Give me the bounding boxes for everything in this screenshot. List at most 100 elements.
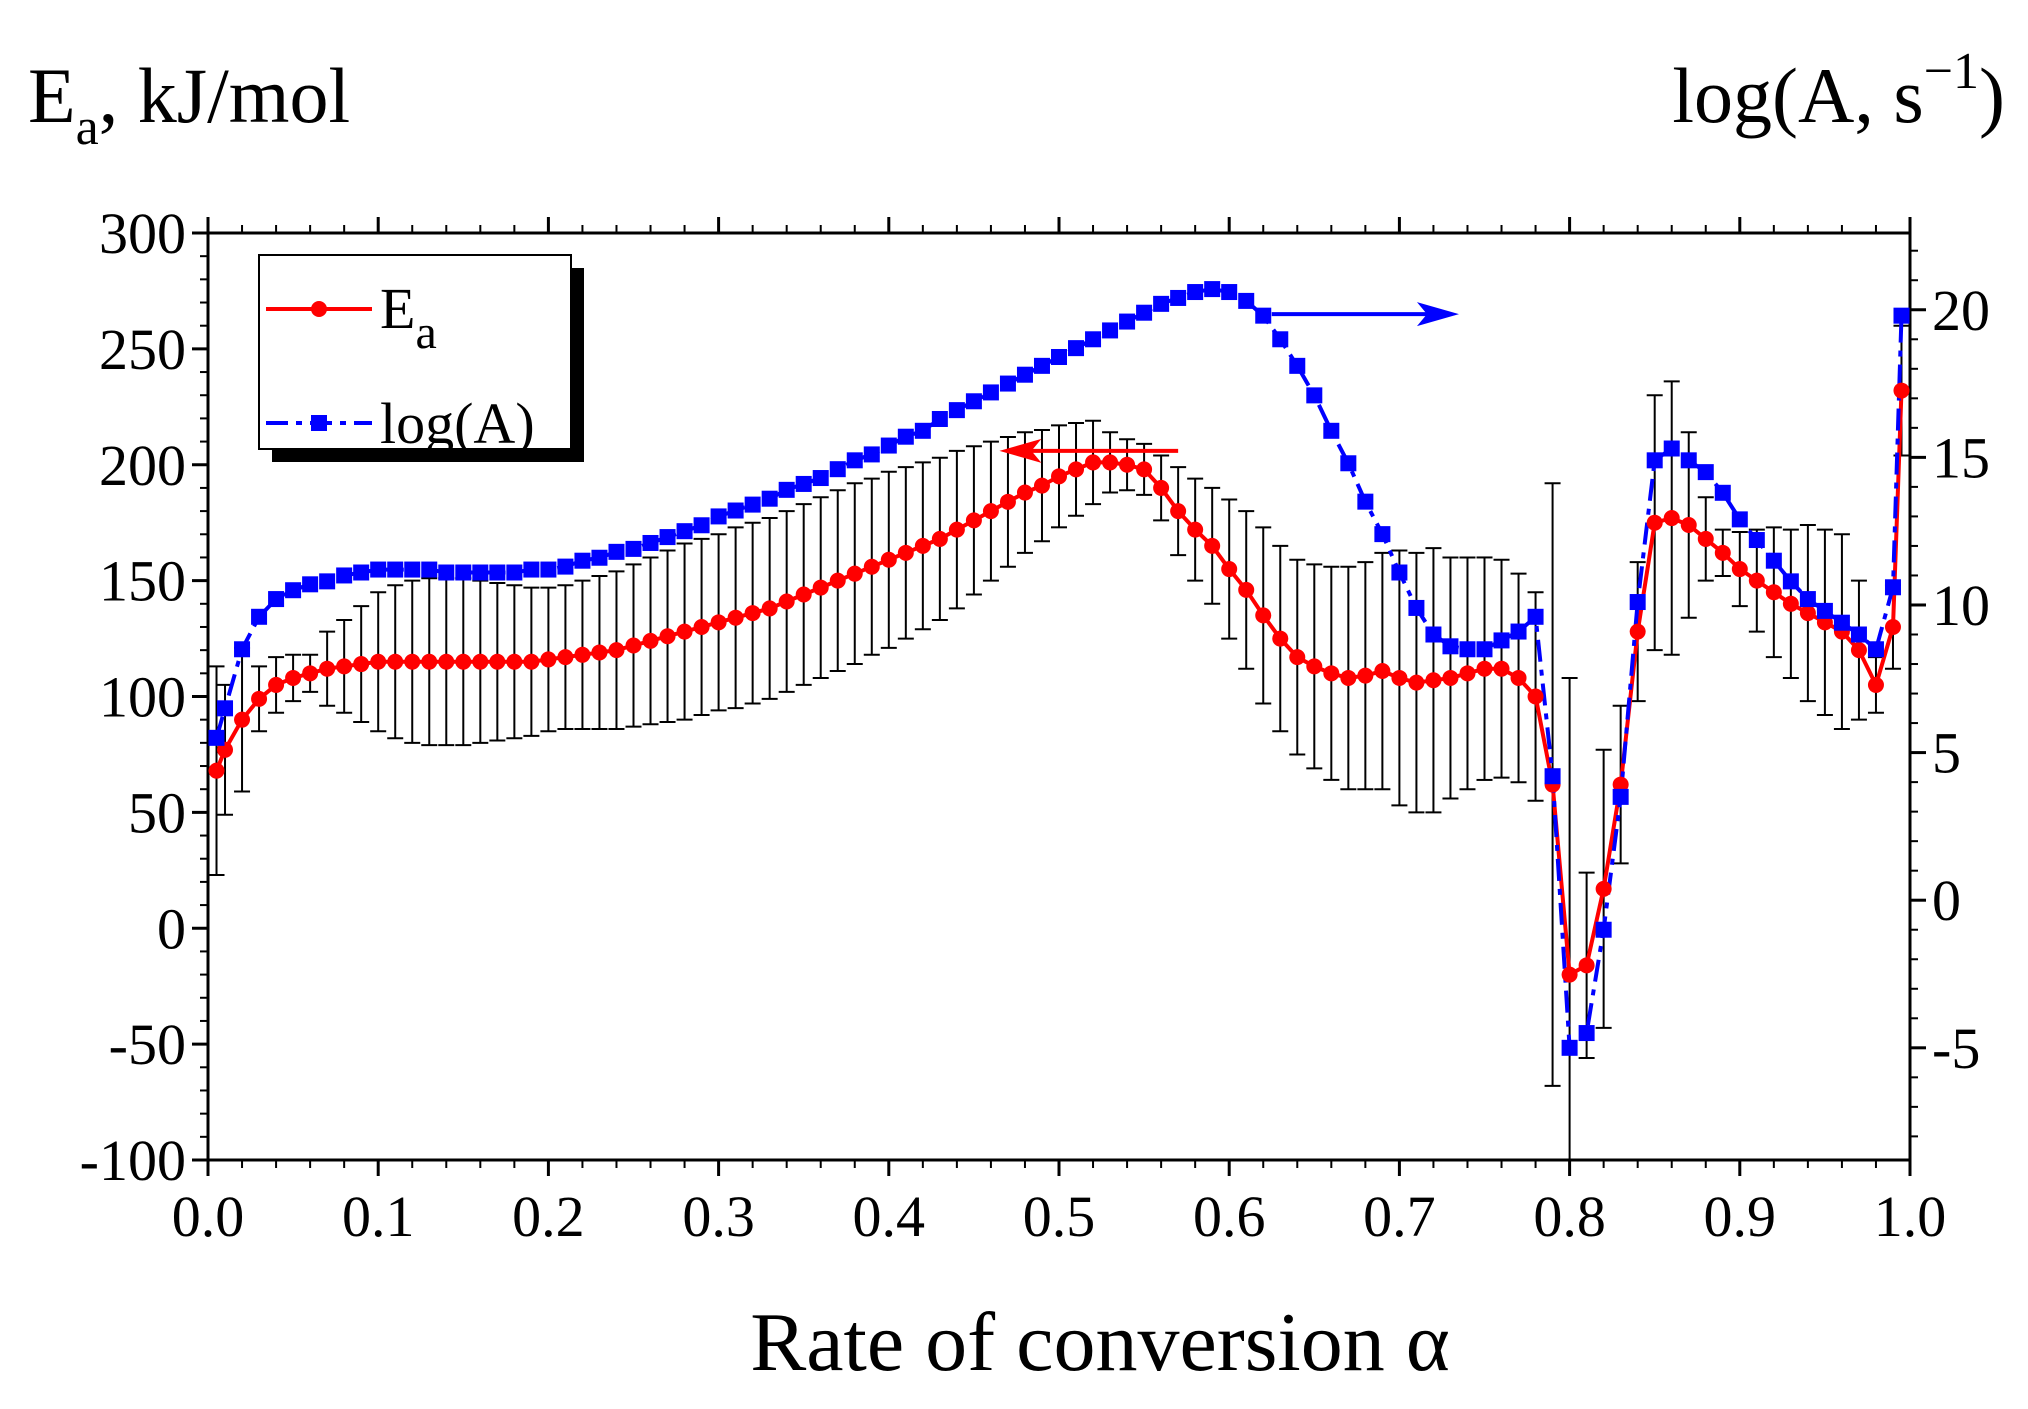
loga-point [1893, 307, 1910, 324]
ea-point [914, 537, 931, 554]
loga-point [982, 384, 999, 401]
ea-point [1850, 642, 1867, 659]
legend-marker-loga [311, 415, 327, 431]
y-left-tick-label: 200 [99, 433, 186, 498]
ea-point [1459, 665, 1476, 682]
loga-point [268, 591, 285, 608]
ea-point [1612, 776, 1629, 793]
ea-point [1119, 456, 1136, 473]
y-left-tick-label: 100 [99, 665, 186, 730]
x-tick-label: 0.5 [1023, 1184, 1096, 1249]
loga-point [1425, 626, 1442, 643]
ea-point [795, 586, 812, 603]
ea-point [370, 653, 387, 670]
ea-point [1323, 665, 1340, 682]
arrows-layer [999, 302, 1459, 463]
ea-point [693, 618, 710, 635]
x-tick-label: 0.1 [342, 1184, 415, 1249]
loga-point [863, 446, 880, 463]
ea-point [1595, 880, 1612, 897]
ea-point [1425, 672, 1442, 689]
loga-point [421, 561, 438, 578]
loga-point [897, 428, 914, 445]
ea-point [1153, 479, 1170, 496]
ea-point [1493, 660, 1510, 677]
ea-point [208, 762, 225, 779]
loga-point [1765, 552, 1782, 569]
ea-point [625, 637, 642, 654]
loga-point [1289, 357, 1306, 374]
ea-point [1782, 595, 1799, 612]
ea-axis-arrow [999, 438, 1179, 463]
loga-point [540, 561, 557, 578]
ea-point [1340, 669, 1357, 686]
loga-point [1544, 768, 1561, 785]
loga-point [812, 470, 829, 487]
x-tick-label: 0.9 [1704, 1184, 1777, 1249]
loga-point [557, 558, 574, 575]
y-left-tick-label: -100 [80, 1128, 186, 1193]
ea-point [1714, 544, 1731, 561]
loga-point [217, 700, 234, 717]
y-left-tick-label: 150 [99, 549, 186, 614]
loga-point [1731, 511, 1748, 528]
ea-point [1204, 537, 1221, 554]
y-left-tick-label: 0 [157, 896, 186, 961]
y-right-tick-label: -5 [1932, 1016, 1980, 1081]
loga-point [472, 564, 489, 581]
ea-point [1561, 966, 1578, 983]
loga-point [1391, 564, 1408, 581]
loga-point [1119, 313, 1136, 330]
ea-point [999, 493, 1016, 510]
x-tick-label: 0.7 [1363, 1184, 1436, 1249]
ea-point [1374, 663, 1391, 680]
loga-point [1595, 921, 1612, 938]
ea-point [744, 605, 761, 622]
ea-point [1680, 517, 1697, 534]
loga-point [1646, 452, 1663, 469]
x-tick-label: 0.6 [1193, 1184, 1266, 1249]
loga-point [455, 564, 472, 581]
loga-point [659, 529, 676, 546]
ea-point [1867, 676, 1884, 693]
loga-point [1527, 608, 1544, 625]
ea-point [404, 653, 421, 670]
ea-point [1289, 649, 1306, 666]
arrow-head [1416, 302, 1459, 327]
ea-point [1016, 484, 1033, 501]
ea-point [659, 628, 676, 645]
loga-point [1493, 632, 1510, 649]
y-left-axis-title: Ea, kJ/mol [28, 52, 350, 156]
ea-point [1136, 461, 1153, 478]
loga-point [336, 567, 353, 584]
ea-point [1391, 669, 1408, 686]
loga-point [795, 475, 812, 492]
ea-point [676, 623, 693, 640]
loga-point [208, 729, 225, 746]
ea-point [778, 593, 795, 610]
ea-point [965, 512, 982, 529]
ea-point [931, 530, 948, 547]
loga-point [676, 523, 693, 540]
loga-point [1051, 348, 1067, 365]
ea-point [319, 660, 336, 677]
ea-point [591, 644, 608, 661]
loga-point [1306, 387, 1323, 404]
loga-point [1016, 366, 1033, 383]
ea-point [523, 653, 540, 670]
loga-point [1272, 331, 1289, 348]
x-tick-label: 0.0 [172, 1184, 245, 1249]
ea-point [1663, 510, 1680, 527]
ea-point [234, 711, 251, 728]
ea-point [455, 653, 472, 670]
loga-point [1408, 599, 1425, 616]
y-right-axis-title: log(A, s−1) [1672, 43, 2005, 139]
ea-point [1085, 454, 1102, 471]
ea-point [1051, 468, 1067, 485]
loga-point [1816, 602, 1833, 619]
loga-point [574, 552, 591, 569]
x-tick-label: 0.3 [682, 1184, 755, 1249]
y-right-tick-label: 0 [1932, 868, 1961, 933]
loga-point [1033, 357, 1050, 374]
loga-point [931, 410, 948, 427]
